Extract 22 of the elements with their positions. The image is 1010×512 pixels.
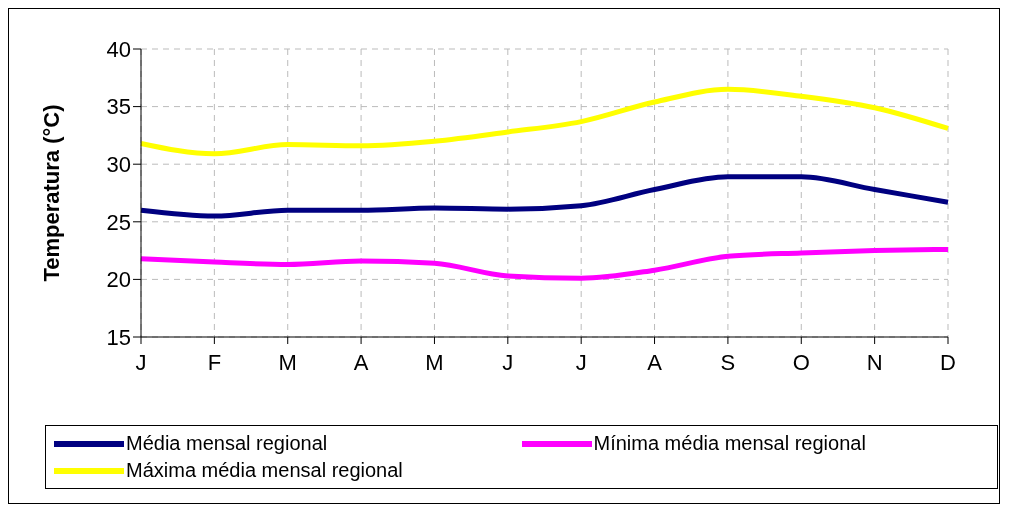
y-tick-label: 25 [106, 209, 131, 235]
y-tick-label: 30 [106, 152, 131, 178]
x-tick-label: S [720, 349, 736, 375]
x-tick-label: D [940, 349, 956, 375]
x-tick-label: M [425, 349, 444, 375]
x-tick-label: O [792, 349, 810, 375]
legend-label: Máxima média mensal regional [126, 459, 403, 482]
x-tick-label: F [207, 349, 222, 375]
x-tick-label: A [647, 349, 663, 375]
x-tick-label: J [502, 349, 514, 375]
x-tick-label: M [278, 349, 297, 375]
y-tick-label: 15 [106, 324, 131, 350]
y-tick-label: 35 [106, 94, 131, 120]
x-tick-label: A [353, 349, 369, 375]
y-tick-label: 20 [106, 267, 131, 293]
x-tick-label: J [575, 349, 587, 375]
legend-label: Mínima média mensal regional [593, 432, 866, 455]
x-tick-label: J [135, 349, 147, 375]
legend-label: Média mensal regional [126, 432, 328, 455]
x-tick-label: N [866, 349, 883, 375]
y-tick-label: 40 [106, 36, 131, 62]
y-axis-title: Temperatura (°C) [38, 104, 64, 282]
